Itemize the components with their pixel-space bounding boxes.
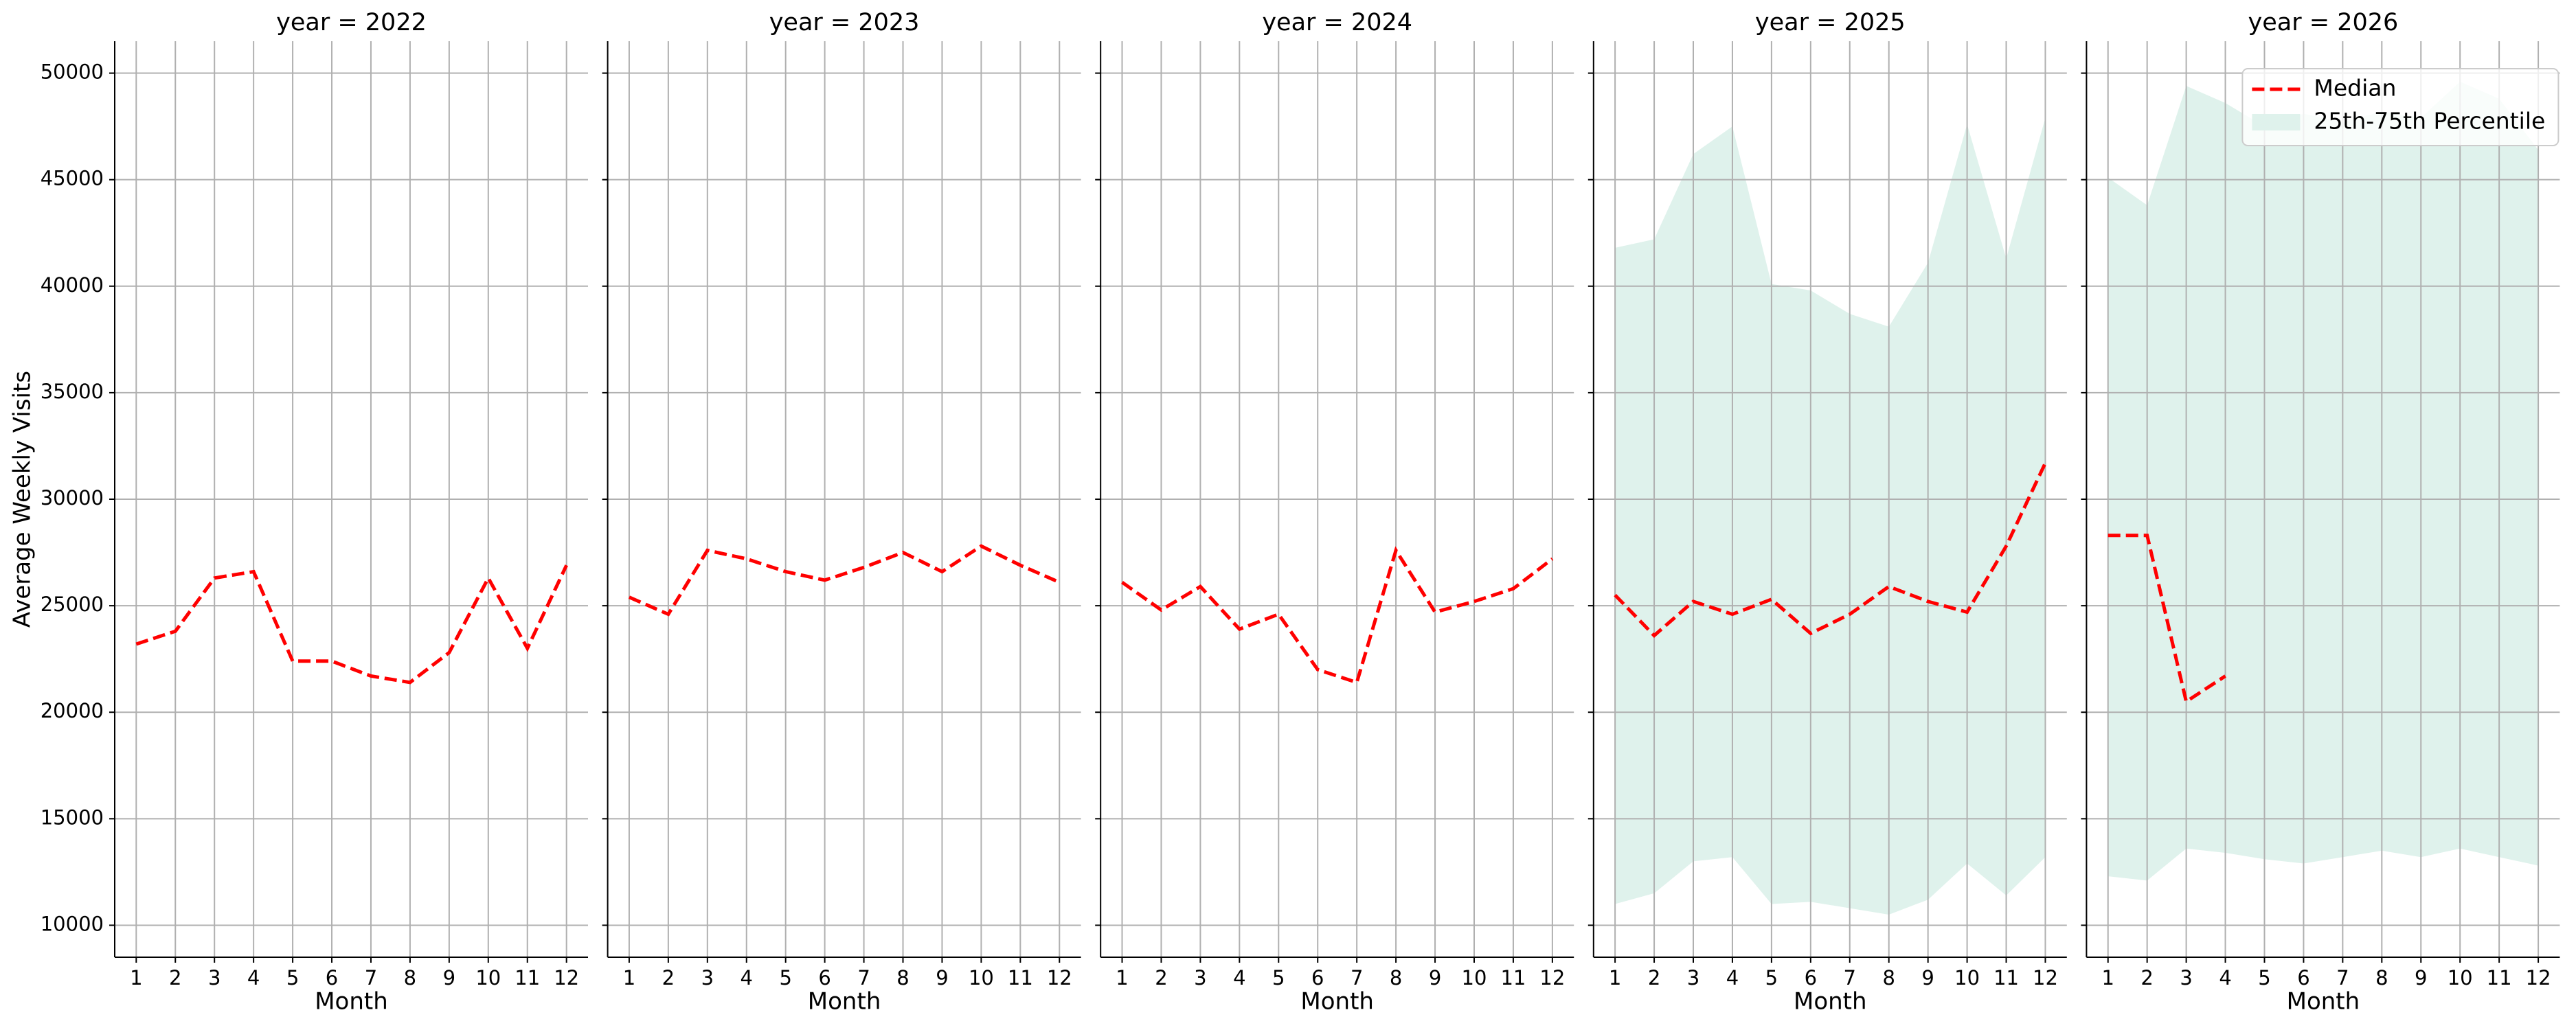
x-tick-label: 10 — [1954, 966, 1980, 989]
median-line — [628, 544, 1061, 617]
facet-title: year = 2024 — [1262, 9, 1412, 36]
facet-title: year = 2022 — [276, 9, 427, 36]
x-tick-label: 11 — [2487, 966, 2512, 989]
y-tick-label: 35000 — [41, 380, 104, 403]
x-tick-label: 9 — [1921, 966, 1934, 989]
x-tick-label: 9 — [936, 966, 948, 989]
x-tick-label: 12 — [1047, 966, 1072, 989]
y-tick-label: 25000 — [41, 593, 104, 616]
y-tick-label: 20000 — [41, 699, 104, 722]
x-tick-label: 5 — [1765, 966, 1778, 989]
x-tick-label: 9 — [443, 966, 455, 989]
x-tick-label: 12 — [1539, 966, 1565, 989]
facet-title: year = 2023 — [769, 9, 920, 36]
x-tick-label: 12 — [2526, 966, 2551, 989]
x-tick-label: 7 — [365, 966, 377, 989]
median-line — [2108, 534, 2226, 705]
x-axis-label: Month — [315, 988, 388, 1016]
y-tick-label: 50000 — [41, 60, 104, 84]
x-tick-label: 10 — [2448, 966, 2473, 989]
median-line — [1614, 462, 2047, 638]
x-tick-label: 2 — [1155, 966, 1167, 989]
x-tick-label: 5 — [286, 966, 299, 989]
y-tick-label: 30000 — [41, 486, 104, 510]
x-tick-label: 8 — [2375, 966, 2388, 989]
y-tick-label: 15000 — [41, 805, 104, 829]
facet: 1000015000200002500030000350004000045000… — [9, 9, 588, 1016]
facet-title: year = 2026 — [2248, 9, 2399, 36]
x-tick-label: 6 — [1805, 966, 1817, 989]
x-tick-label: 3 — [1687, 966, 1699, 989]
y-tick-label: 40000 — [41, 273, 104, 297]
facet-title: year = 2025 — [1755, 9, 1906, 36]
x-tick-label: 11 — [515, 966, 540, 989]
x-tick-label: 4 — [2219, 966, 2231, 989]
x-tick-label: 1 — [130, 966, 142, 989]
legend-label: 25th-75th Percentile — [2314, 108, 2545, 135]
percentile-band — [1615, 117, 2046, 915]
x-tick-label: 11 — [1500, 966, 1526, 989]
x-tick-label: 7 — [2336, 966, 2349, 989]
x-tick-label: 11 — [1993, 966, 2019, 989]
y-tick-label: 10000 — [41, 912, 104, 935]
x-tick-label: 3 — [208, 966, 221, 989]
x-tick-label: 4 — [1726, 966, 1739, 989]
x-tick-label: 3 — [701, 966, 714, 989]
median-line — [135, 564, 568, 685]
x-tick-label: 2 — [1648, 966, 1660, 989]
x-axis-label: Month — [1794, 988, 1867, 1016]
x-tick-label: 4 — [741, 966, 753, 989]
x-tick-label: 1 — [2101, 966, 2114, 989]
percentile-band — [2108, 81, 2539, 881]
x-tick-label: 1 — [1116, 966, 1128, 989]
y-axis-label: Average Weekly Visits — [9, 371, 36, 628]
y-tick-label: 45000 — [41, 167, 104, 190]
x-tick-label: 8 — [1882, 966, 1895, 989]
legend: Median 25th-75th Percentile — [2241, 68, 2560, 146]
x-axis-label: Month — [1300, 988, 1374, 1016]
median-line — [1121, 546, 1554, 685]
x-tick-label: 2 — [2140, 966, 2153, 989]
x-axis-label: Month — [2287, 988, 2360, 1016]
x-tick-label: 9 — [1429, 966, 1441, 989]
x-tick-label: 5 — [779, 966, 791, 989]
x-tick-label: 7 — [857, 966, 870, 989]
x-tick-label: 1 — [623, 966, 635, 989]
x-tick-label: 12 — [554, 966, 579, 989]
x-tick-label: 7 — [1351, 966, 1363, 989]
legend-label: Median — [2314, 75, 2396, 102]
x-tick-label: 1 — [1609, 966, 1621, 989]
x-tick-label: 4 — [247, 966, 260, 989]
x-tick-label: 11 — [1008, 966, 1033, 989]
legend-box — [2241, 68, 2560, 146]
x-axis-label: Month — [808, 988, 881, 1016]
x-tick-label: 10 — [475, 966, 501, 989]
x-tick-label: 5 — [1272, 966, 1285, 989]
x-tick-label: 7 — [1844, 966, 1856, 989]
x-tick-label: 6 — [818, 966, 831, 989]
x-tick-label: 8 — [896, 966, 909, 989]
x-tick-label: 8 — [404, 966, 416, 989]
legend-swatch — [2252, 114, 2301, 130]
x-tick-label: 8 — [1390, 966, 1402, 989]
x-tick-label: 2 — [169, 966, 181, 989]
x-tick-label: 2 — [662, 966, 675, 989]
x-tick-label: 12 — [2033, 966, 2058, 989]
x-tick-label: 10 — [1462, 966, 1487, 989]
x-tick-label: 5 — [2258, 966, 2270, 989]
x-tick-label: 4 — [1233, 966, 1245, 989]
x-tick-label: 6 — [1311, 966, 1324, 989]
x-tick-label: 10 — [969, 966, 994, 989]
x-tick-label: 6 — [2297, 966, 2309, 989]
x-tick-label: 9 — [2415, 966, 2427, 989]
x-tick-label: 6 — [326, 966, 338, 989]
x-tick-label: 3 — [1194, 966, 1206, 989]
x-tick-label: 3 — [2180, 966, 2192, 989]
